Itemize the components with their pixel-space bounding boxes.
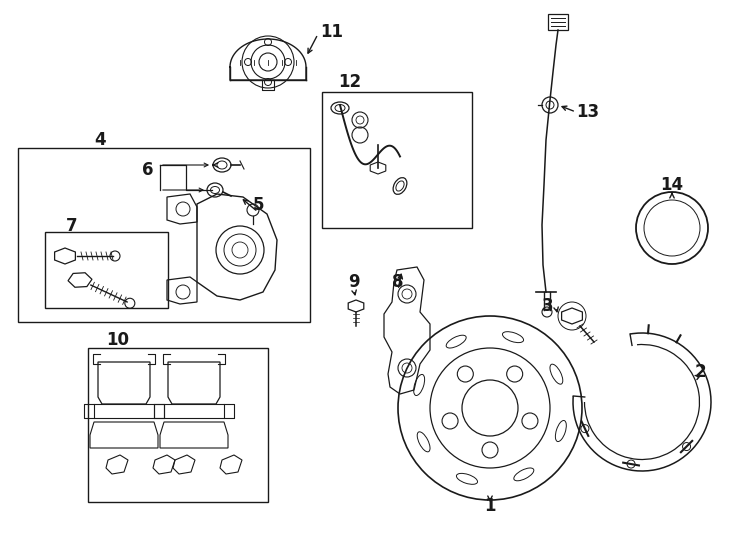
Text: 13: 13 xyxy=(576,103,600,121)
Text: 8: 8 xyxy=(392,273,404,291)
Text: 6: 6 xyxy=(142,161,153,179)
Text: 12: 12 xyxy=(338,73,362,91)
Bar xyxy=(45,232,168,308)
Text: 11: 11 xyxy=(321,23,344,41)
Bar xyxy=(88,348,268,502)
Text: 14: 14 xyxy=(661,176,683,194)
Text: 2: 2 xyxy=(694,363,706,381)
Bar xyxy=(18,148,310,322)
Bar xyxy=(548,14,568,30)
Text: 7: 7 xyxy=(66,217,78,235)
Text: 5: 5 xyxy=(252,196,264,214)
Text: 9: 9 xyxy=(348,273,360,291)
Bar xyxy=(322,92,472,228)
Text: 10: 10 xyxy=(106,331,129,349)
Text: 4: 4 xyxy=(94,131,106,149)
Text: 3: 3 xyxy=(542,297,554,315)
Text: 1: 1 xyxy=(484,497,495,515)
